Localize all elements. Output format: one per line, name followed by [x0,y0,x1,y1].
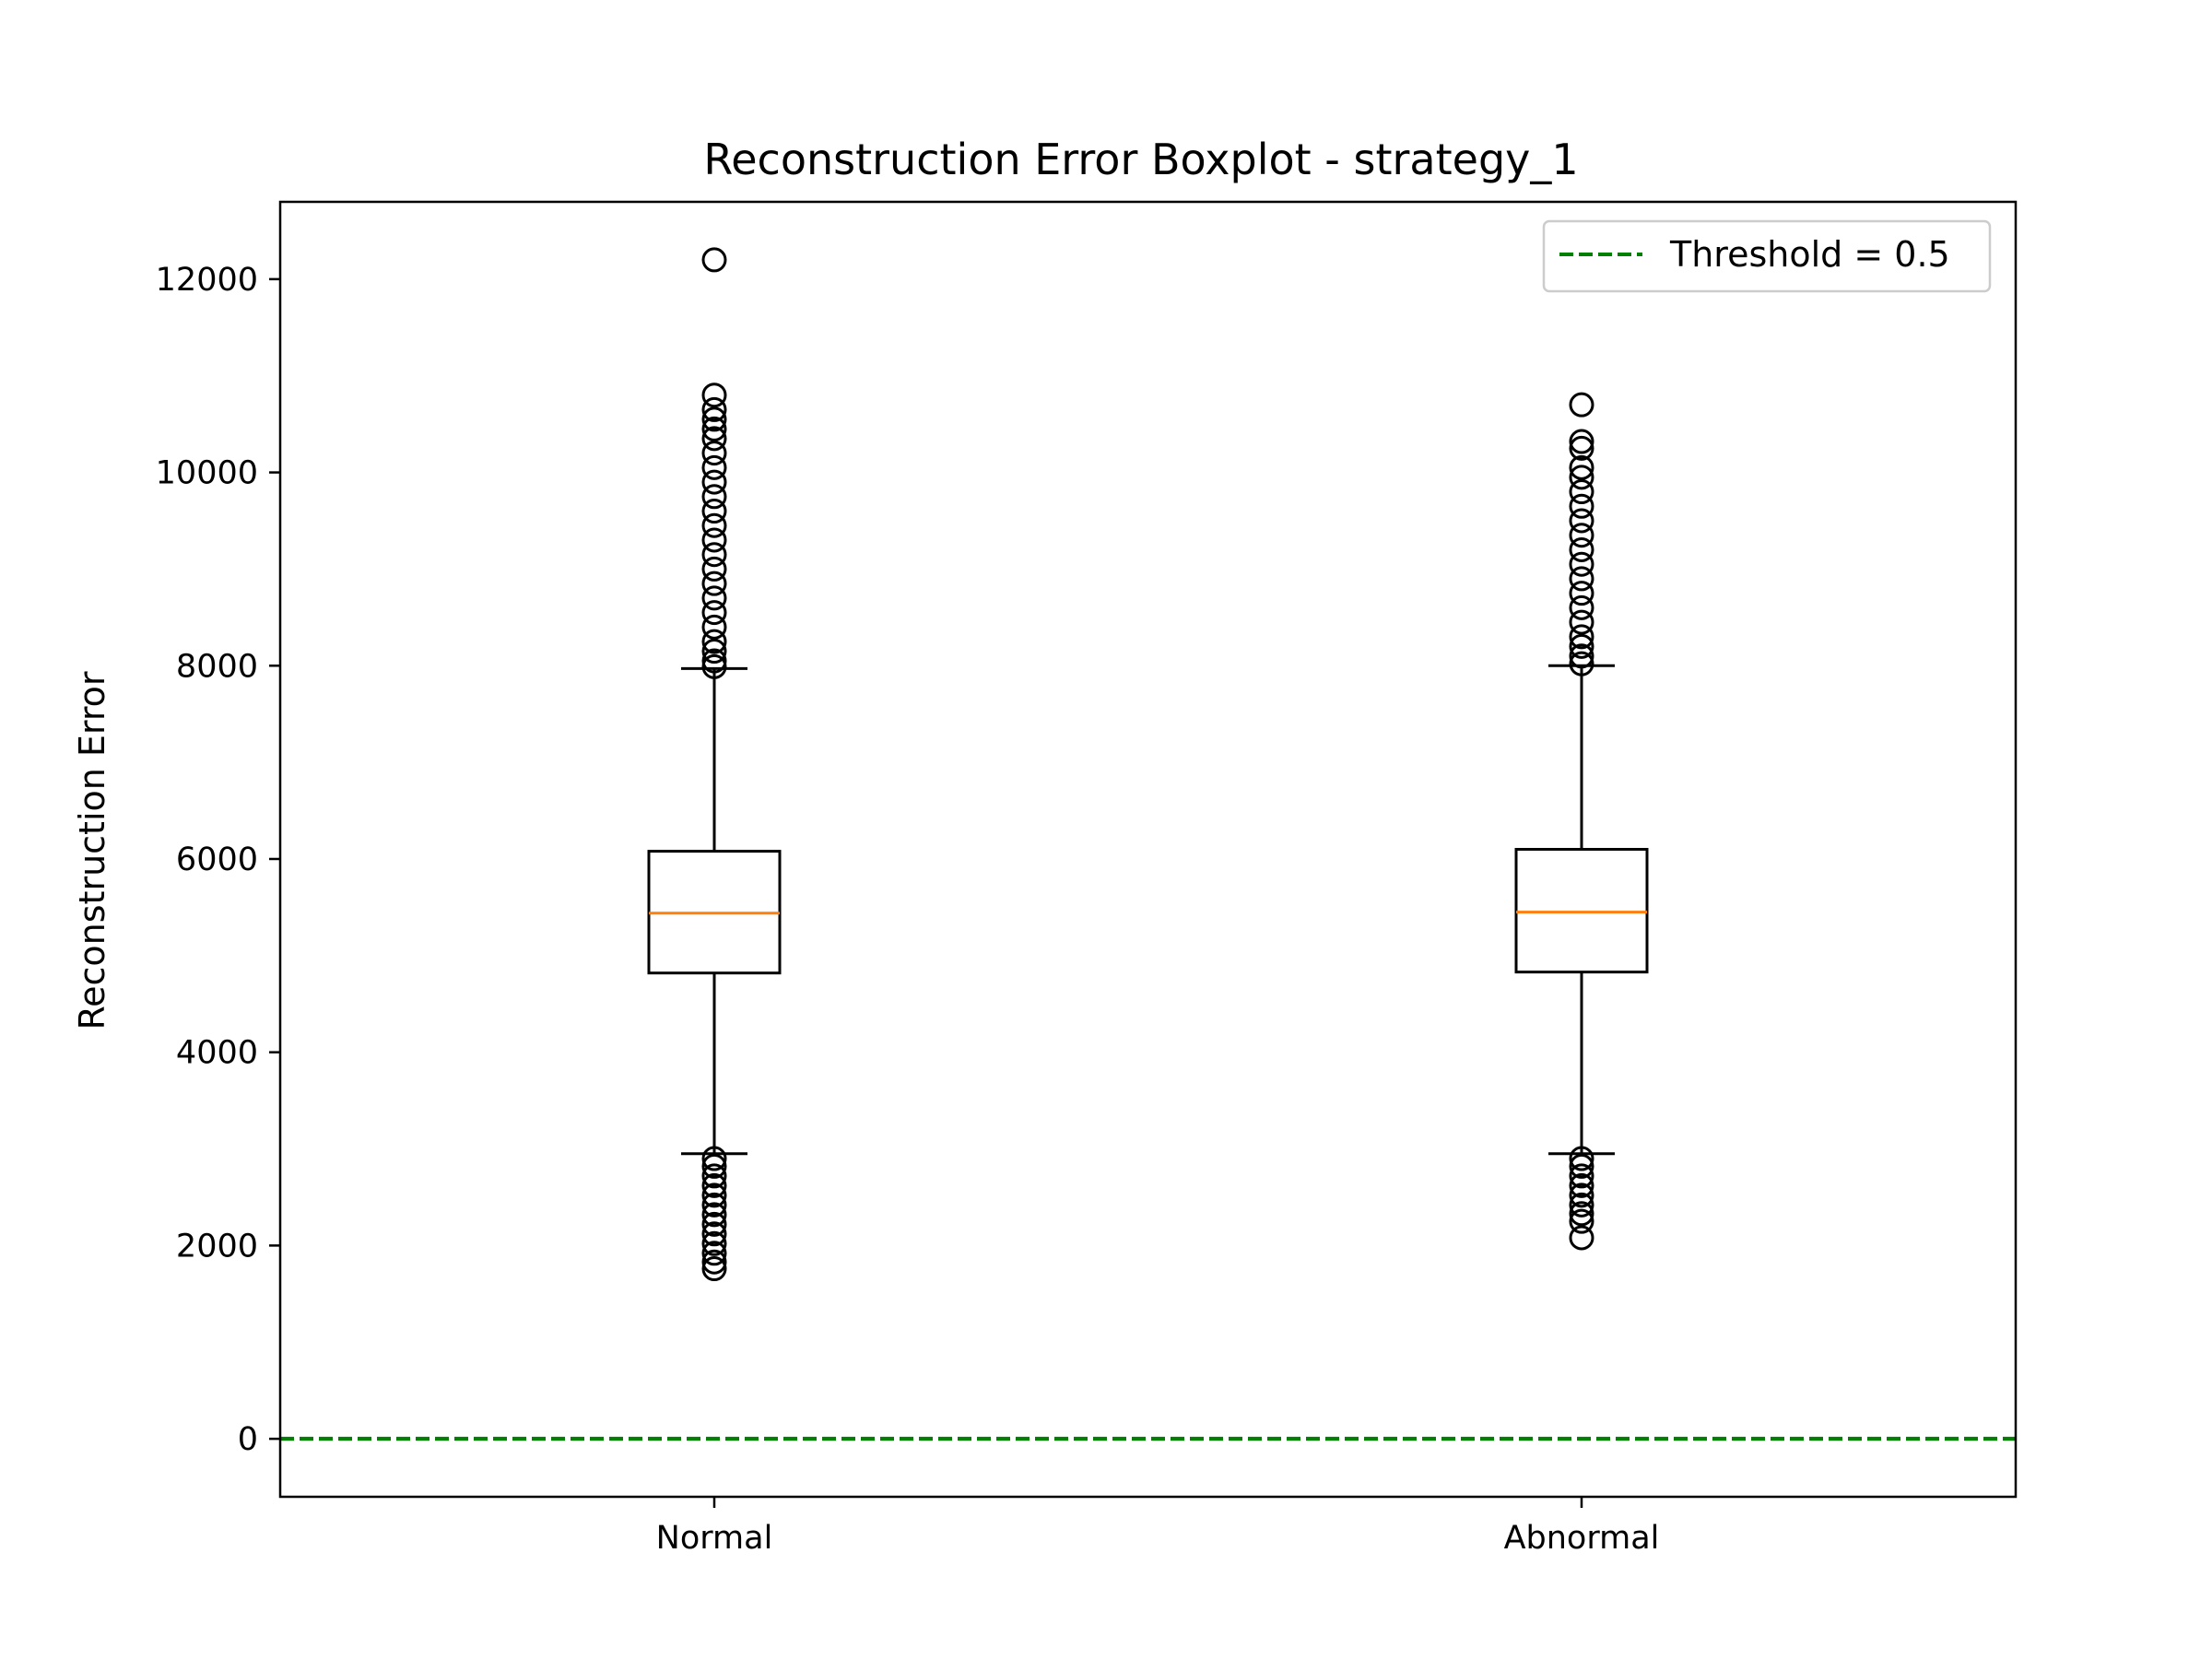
plot-area: 0 2000 4000 6000 8000 10000 12000 Normal Abnorma… [156,200,2018,1557]
outlier-point [1569,581,1594,606]
x-tick-label: Normal [656,1520,773,1557]
chart-title: Reconstruction Error Boxplot - strategy_… [703,135,1578,184]
outlier-point [701,1211,727,1237]
outlier-point [701,571,727,596]
outlier-point [701,247,727,273]
y-tick-label: 12000 [156,262,258,299]
outlier-point [701,600,727,626]
outlier-point [1569,536,1594,562]
legend-threshold-label: Threshold = 0.5 [1669,234,1950,275]
outlier-point [701,1249,727,1275]
outlier-point [701,585,727,611]
outlier-point [1569,1192,1594,1218]
outlier-point [701,469,727,495]
x-tick-label: Abnormal [1504,1520,1660,1557]
outlier-point [701,629,727,654]
outlier-point [1569,523,1594,548]
outlier-point [1569,1153,1594,1179]
outlier-point [1569,643,1594,669]
outlier-point [701,1172,727,1198]
outlier-point [701,1153,727,1179]
outlier-point [1569,624,1594,650]
outlier-point [1569,551,1594,577]
outlier-point [1569,609,1594,635]
outlier-point [1569,594,1594,620]
outlier-point [1569,479,1594,505]
y-axis-label: Reconstruction Error [72,671,112,1030]
outlier-point [701,416,727,441]
outlier-point [1569,1225,1594,1251]
outlier-point [1569,1208,1594,1234]
outlier-point [701,512,727,538]
y-tick-label: 10000 [156,455,258,492]
outlier-point [701,426,727,452]
outlier-point [701,527,727,553]
outlier-point [701,1241,727,1266]
outlier-point [701,499,727,524]
outlier-point [1569,1201,1594,1227]
y-tick-label: 6000 [176,841,258,878]
outlier-point [701,1256,727,1282]
legend-frame [1542,219,1992,293]
outlier-point [1569,1182,1594,1208]
outlier-point [701,653,727,679]
outlier-point [1569,1163,1594,1189]
outlier-point [1569,1146,1594,1171]
outlier-point [701,556,727,582]
legend: Threshold = 0.5 [1542,219,1992,293]
outlier-point [701,382,727,408]
outlier-point [701,1182,727,1208]
y-tick-label: 2000 [176,1228,258,1265]
outlier-point [701,639,727,665]
outlier-point [701,406,727,432]
outlier-point [701,1202,727,1228]
outlier-point [701,1163,727,1189]
y-tick-label: 0 [238,1421,258,1458]
axes-frame [278,200,2018,1499]
outlier-point [1569,435,1594,461]
outlier-point [701,1146,727,1171]
outlier-point [701,484,727,510]
outlier-point [1569,465,1594,490]
outlier-point [1569,392,1594,418]
outlier-point [1569,454,1594,480]
outlier-point [701,1221,727,1247]
outlier-point [701,1230,727,1256]
outlier-point [701,648,727,674]
outlier-point [701,396,727,422]
outlier-point [1569,429,1594,454]
outlier-point [701,441,727,466]
outlier-point [1569,633,1594,659]
outlier-point [1569,508,1594,534]
outlier-point [1569,1172,1594,1198]
y-tick-label: 8000 [176,648,258,685]
outlier-point [1569,566,1594,592]
outlier-point [701,1192,727,1218]
outlier-point [701,454,727,480]
y-tick-label: 4000 [176,1035,258,1072]
outlier-point [1569,651,1594,677]
outlier-point [1569,493,1594,519]
outlier-point [701,542,727,568]
iqr-box [1514,848,1649,974]
outlier-point [701,614,727,640]
